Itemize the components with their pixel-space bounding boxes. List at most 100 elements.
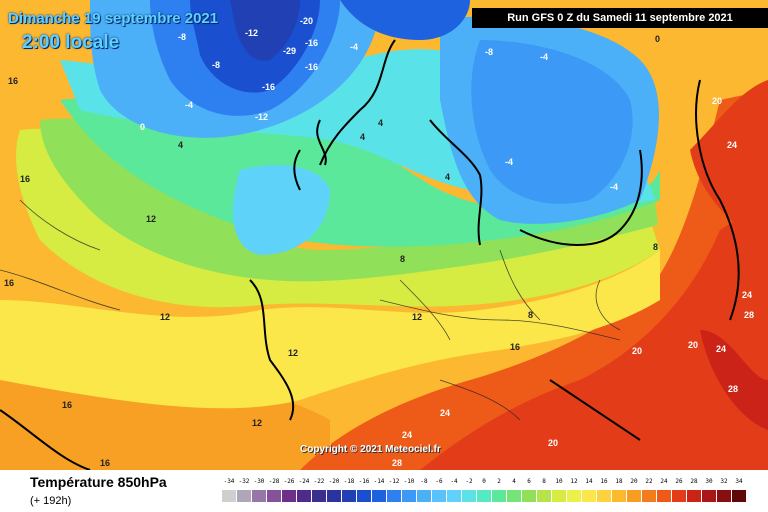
- legend-swatch: [507, 490, 521, 502]
- legend-swatch: [447, 490, 461, 502]
- legend-label: -28: [268, 478, 280, 485]
- legend-label: 32: [720, 478, 728, 485]
- legend-swatch: [657, 490, 671, 502]
- legend-swatch: [672, 490, 686, 502]
- svg-text:12: 12: [146, 214, 156, 224]
- legend-swatch: [372, 490, 386, 502]
- legend-label: -16: [358, 478, 370, 485]
- legend-swatch: [402, 490, 416, 502]
- legend-swatch: [237, 490, 251, 502]
- svg-text:12: 12: [412, 312, 422, 322]
- svg-text:-16: -16: [305, 62, 318, 72]
- legend-label: -8: [420, 478, 428, 485]
- svg-text:16: 16: [20, 174, 30, 184]
- svg-text:-16: -16: [305, 38, 318, 48]
- legend-label: 22: [645, 478, 653, 485]
- svg-text:12: 12: [288, 348, 298, 358]
- svg-text:4: 4: [360, 132, 365, 142]
- svg-text:28: 28: [392, 458, 402, 468]
- legend-label: -20: [328, 478, 340, 485]
- legend-swatch: [312, 490, 326, 502]
- legend-label: -6: [435, 478, 443, 485]
- svg-text:-12: -12: [255, 112, 268, 122]
- svg-text:-4: -4: [610, 182, 618, 192]
- svg-text:4: 4: [178, 140, 183, 150]
- temperature-map: -8 -12 -20 -29 -16 -16 -16 -12 -8 -4 0 -…: [0, 0, 768, 470]
- legend-label: 34: [735, 478, 743, 485]
- legend-label: 30: [705, 478, 713, 485]
- svg-text:-16: -16: [262, 82, 275, 92]
- color-legend: -34 -32 -30 -28 -26 -24 -22 -20 -18 -16 -14 -12 -10-…: [222, 476, 754, 510]
- legend-label: 6: [527, 478, 531, 485]
- legend-label: 18: [615, 478, 623, 485]
- legend-swatch: [327, 490, 341, 502]
- legend-label: 10: [555, 478, 563, 485]
- svg-text:8: 8: [400, 254, 405, 264]
- svg-text:-29: -29: [283, 46, 296, 56]
- svg-text:24: 24: [727, 140, 737, 150]
- legend-swatch: [732, 490, 746, 502]
- svg-text:20: 20: [688, 340, 698, 350]
- legend-label: -2: [465, 478, 473, 485]
- legend-swatch: [567, 490, 581, 502]
- legend-label: -22: [313, 478, 325, 485]
- svg-text:16: 16: [8, 76, 18, 86]
- legend-swatch: [597, 490, 611, 502]
- svg-text:24: 24: [402, 430, 412, 440]
- legend-label: -26: [283, 478, 295, 485]
- legend-swatch: [717, 490, 731, 502]
- legend-swatch: [642, 490, 656, 502]
- run-label: Run GFS 0 Z du Samedi 11 septembre 2021: [472, 8, 768, 28]
- legend-swatch: [432, 490, 446, 502]
- svg-text:16: 16: [4, 278, 14, 288]
- svg-text:8: 8: [528, 310, 533, 320]
- legend-swatch: [267, 490, 281, 502]
- svg-text:0: 0: [655, 34, 660, 44]
- legend-swatch: [462, 490, 476, 502]
- legend-swatch: [492, 490, 506, 502]
- svg-text:-12: -12: [245, 28, 258, 38]
- svg-text:-8: -8: [485, 47, 493, 57]
- legend-swatch: [522, 490, 536, 502]
- legend-label: -34: [223, 478, 235, 485]
- legend-label: -30: [253, 478, 265, 485]
- legend-swatch: [387, 490, 401, 502]
- legend-swatch: [342, 490, 356, 502]
- svg-text:12: 12: [160, 312, 170, 322]
- lead-time: (+ 192h): [30, 495, 72, 507]
- copyright-notice: Copyright © 2021 Meteociel.fr: [300, 444, 441, 455]
- legend-label: -32: [238, 478, 250, 485]
- legend-swatch: [297, 490, 311, 502]
- svg-text:16: 16: [510, 342, 520, 352]
- legend-swatch: [357, 490, 371, 502]
- variable-title: Température 850hPa: [30, 474, 167, 490]
- svg-text:8: 8: [653, 242, 658, 252]
- legend-swatch: [477, 490, 491, 502]
- legend-swatch: [582, 490, 596, 502]
- legend-label: 2: [497, 478, 501, 485]
- legend-swatch: [537, 490, 551, 502]
- svg-text:-4: -4: [185, 100, 193, 110]
- svg-text:20: 20: [712, 96, 722, 106]
- svg-text:24: 24: [440, 408, 450, 418]
- svg-text:-4: -4: [350, 42, 358, 52]
- svg-text:-4: -4: [540, 52, 548, 62]
- legend-label: 14: [585, 478, 593, 485]
- svg-text:28: 28: [728, 384, 738, 394]
- legend-label: 12: [570, 478, 578, 485]
- svg-text:-8: -8: [212, 60, 220, 70]
- legend-swatch: [252, 490, 266, 502]
- legend-label: -14: [373, 478, 385, 485]
- svg-text:12: 12: [252, 418, 262, 428]
- forecast-date: Dimanche 19 septembre 2021: [8, 10, 219, 27]
- legend-swatch: [417, 490, 431, 502]
- legend-label: -12: [388, 478, 400, 485]
- svg-text:16: 16: [62, 400, 72, 410]
- legend-label: 20: [630, 478, 638, 485]
- legend-label: -4: [450, 478, 458, 485]
- legend-label: -18: [343, 478, 355, 485]
- legend-swatch: [627, 490, 641, 502]
- legend-label: 24: [660, 478, 668, 485]
- svg-text:-4: -4: [505, 157, 513, 167]
- svg-text:28: 28: [744, 310, 754, 320]
